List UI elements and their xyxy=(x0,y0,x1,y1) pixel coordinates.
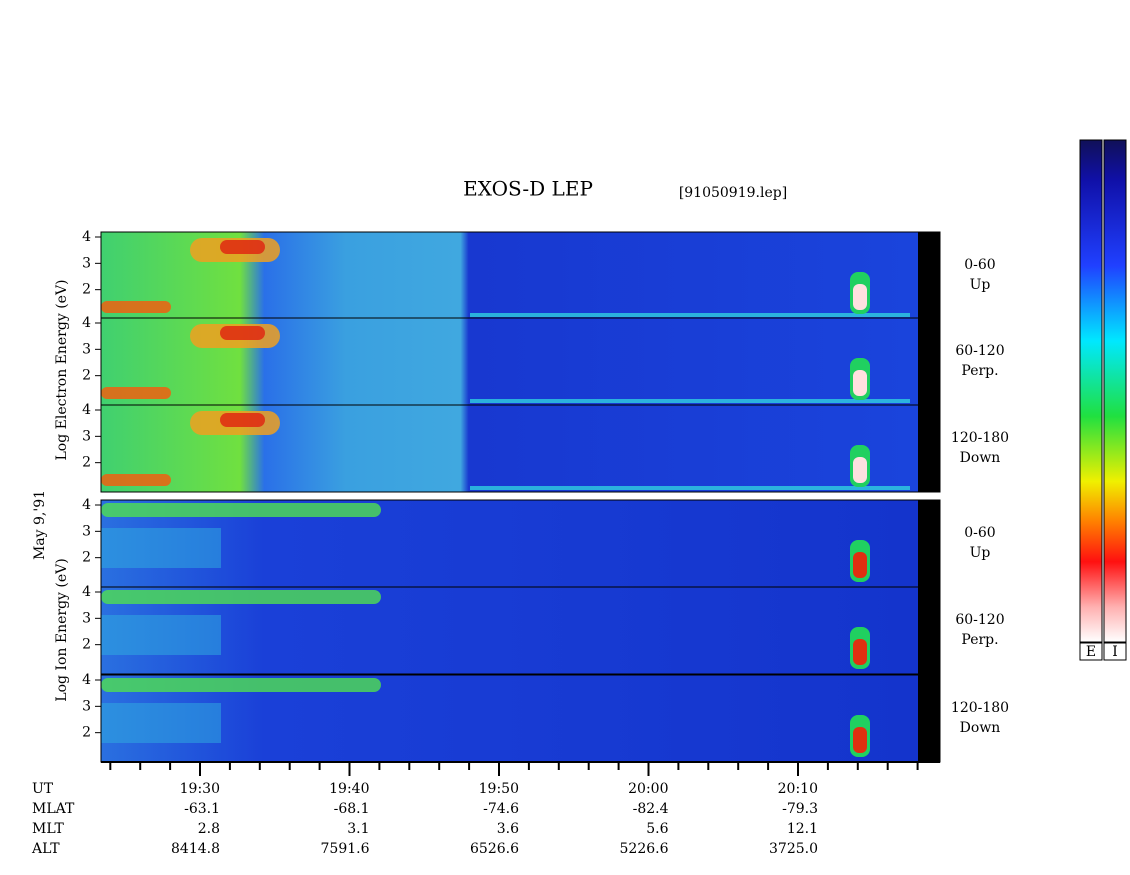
spectrogram-feature xyxy=(101,503,381,517)
panel-range: 60-120 xyxy=(955,612,1004,628)
row-value: 5.6 xyxy=(646,821,668,837)
y-tick-label: 2 xyxy=(82,282,91,298)
row-value: 3.1 xyxy=(347,821,369,837)
y-tick-label: 2 xyxy=(82,368,91,384)
spectrogram-feature xyxy=(101,387,171,399)
row-value: 19:50 xyxy=(479,781,519,797)
y-tick-label: 4 xyxy=(82,672,91,688)
spectrogram-feature xyxy=(101,590,381,604)
colorbar-label-box xyxy=(1103,642,1127,661)
spectrogram-feature xyxy=(101,615,221,655)
date-label: May 9,'91 xyxy=(32,490,48,560)
y-tick-label: 2 xyxy=(82,725,91,741)
colorbar-label-box xyxy=(1079,642,1103,661)
data-gap xyxy=(918,232,940,319)
panel-direction: Up xyxy=(970,545,991,561)
colorbar xyxy=(1103,139,1127,643)
y-tick-label: 4 xyxy=(82,402,91,418)
spectrogram-feature xyxy=(470,399,910,403)
row-value: 5226.6 xyxy=(620,841,669,857)
row-name: MLAT xyxy=(32,801,75,817)
ion-axis-label: Log Ion Energy (eV) xyxy=(54,558,70,701)
row-value: 12.1 xyxy=(787,821,818,837)
panel-direction: Down xyxy=(960,450,1001,466)
panel-direction: Down xyxy=(960,720,1001,736)
row-value: 8414.8 xyxy=(171,841,220,857)
y-tick-label: 3 xyxy=(82,523,91,539)
row-value: 7591.6 xyxy=(321,841,370,857)
panel-range: 120-180 xyxy=(951,700,1009,716)
electron-axis-label: Log Electron Energy (eV) xyxy=(54,279,70,460)
colorbar xyxy=(1079,139,1103,643)
panel-range: 120-180 xyxy=(951,430,1009,446)
row-value: -74.6 xyxy=(483,801,519,817)
data-gap xyxy=(918,587,940,674)
y-tick-label: 3 xyxy=(82,698,91,714)
data-gap xyxy=(918,318,940,405)
spectrogram-feature xyxy=(853,284,867,310)
panel-range: 60-120 xyxy=(955,343,1004,359)
row-name: ALT xyxy=(31,841,60,857)
data-gap xyxy=(918,675,940,762)
y-tick-label: 4 xyxy=(82,315,91,331)
y-tick-label: 2 xyxy=(82,637,91,653)
spectrogram-feature xyxy=(853,639,867,665)
colorbar-label: I xyxy=(1112,644,1118,660)
y-tick-label: 4 xyxy=(82,584,91,600)
spectrogram-feature xyxy=(853,727,867,753)
spectrogram-feature xyxy=(101,301,171,313)
row-value: 3725.0 xyxy=(769,841,818,857)
y-tick-label: 2 xyxy=(82,455,91,471)
y-tick-label: 4 xyxy=(82,229,91,245)
panel-range: 0-60 xyxy=(964,257,995,273)
y-tick-label: 4 xyxy=(82,497,91,513)
spectrogram-feature xyxy=(853,457,867,483)
time-axis: UT 19:30 19:40 19:50 20:00 20:10 MLAT -63.1 -68.… xyxy=(31,761,940,857)
row-name: UT xyxy=(32,781,54,797)
row-value: 3.6 xyxy=(497,821,519,837)
spectrogram-feature xyxy=(220,413,265,427)
y-tick-label: 3 xyxy=(82,610,91,626)
spectrogram-feature xyxy=(101,678,381,692)
row-value: 6526.6 xyxy=(470,841,519,857)
row-value: 2.8 xyxy=(198,821,220,837)
panel-direction: Up xyxy=(970,277,991,293)
spectrogram-feature xyxy=(101,703,221,743)
row-value: -82.4 xyxy=(633,801,669,817)
spectrogram-feature xyxy=(853,370,867,396)
y-tick-label: 3 xyxy=(82,255,91,271)
row-value: 20:10 xyxy=(778,781,818,797)
data-gap xyxy=(918,405,940,492)
panel-range: 0-60 xyxy=(964,525,995,541)
row-value: 20:00 xyxy=(628,781,668,797)
row-value: -68.1 xyxy=(334,801,370,817)
row-value: -79.3 xyxy=(782,801,818,817)
y-tick-label: 3 xyxy=(82,341,91,357)
spectrogram-feature xyxy=(470,486,910,490)
spectrogram-feature xyxy=(101,528,221,568)
panel-direction: Perp. xyxy=(961,632,998,648)
panel-direction: Perp. xyxy=(961,363,998,379)
title: EXOS-D LEP xyxy=(463,177,593,201)
data-gap xyxy=(918,500,940,587)
spectrogram-feature xyxy=(470,313,910,317)
y-tick-label: 3 xyxy=(82,428,91,444)
panel-frame xyxy=(100,586,941,675)
row-value: -63.1 xyxy=(184,801,220,817)
spectrogram-feature xyxy=(853,552,867,578)
row-value: 19:40 xyxy=(329,781,369,797)
file-name: [91050919.lep] xyxy=(679,185,787,201)
spectrogram-feature xyxy=(220,326,265,340)
panel-frame xyxy=(100,404,941,493)
row-name: MLT xyxy=(32,821,64,837)
spectrogram-feature xyxy=(101,474,171,486)
colorbar-label: E xyxy=(1086,644,1096,660)
row-value: 19:30 xyxy=(180,781,220,797)
panels: 4 3 2 0-60 Up 4 3 2 60-120 Perp. 4 3 2 120-180 Down 4 3 2… xyxy=(82,229,1009,763)
spectrogram-feature xyxy=(220,240,265,254)
y-tick-label: 2 xyxy=(82,550,91,566)
